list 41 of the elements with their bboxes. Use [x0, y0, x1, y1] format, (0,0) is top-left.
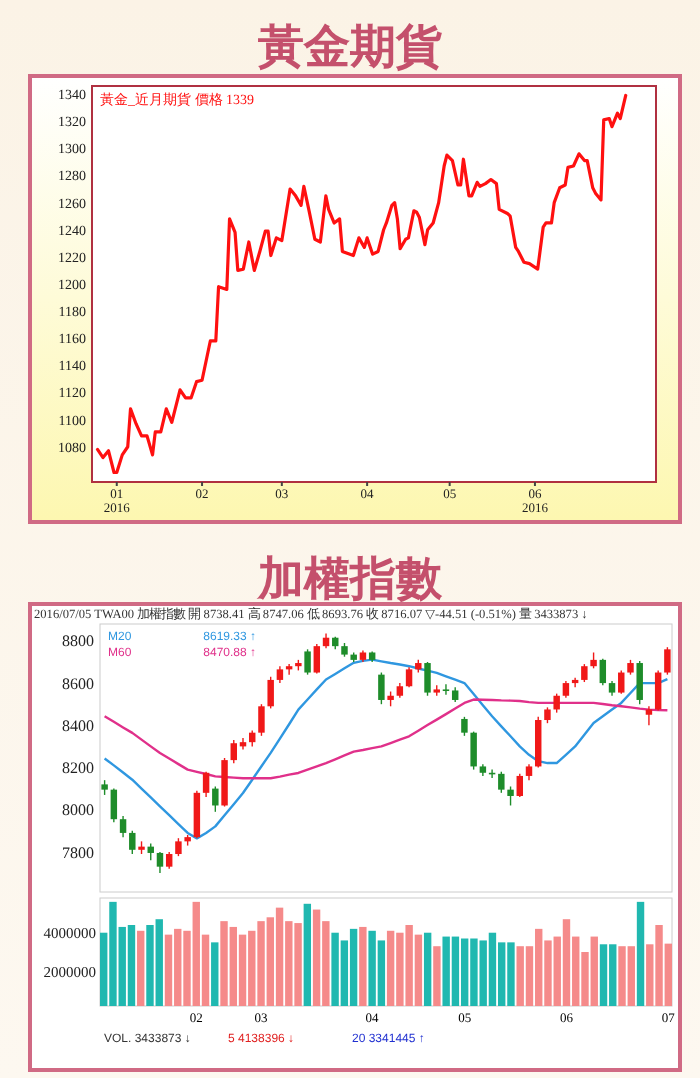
y-tick-label: 8400	[62, 716, 94, 735]
candlestick	[267, 676, 274, 710]
candlestick	[378, 671, 385, 705]
candlestick	[110, 787, 118, 824]
candlestick	[470, 730, 477, 771]
candlestick	[498, 771, 505, 794]
candlestick	[405, 666, 413, 689]
candlestick	[461, 716, 468, 737]
candlestick	[156, 851, 164, 874]
candlestick	[129, 830, 136, 855]
candlestick	[636, 660, 643, 705]
candlestick	[424, 661, 431, 697]
chart-title: 黃金期貨	[256, 22, 442, 72]
candlestick	[618, 669, 625, 695]
candlestick	[285, 663, 293, 676]
candlestick	[202, 771, 210, 798]
y-tick-label: 7800	[62, 843, 94, 862]
y-tick-label: 8200	[62, 759, 94, 778]
candlestick	[119, 815, 127, 838]
candlestick	[516, 773, 523, 798]
candlestick	[212, 785, 219, 813]
line-series	[95, 93, 628, 475]
candlestick	[258, 703, 265, 737]
candlestick	[645, 705, 653, 726]
candlestick	[553, 692, 560, 714]
candlestick	[535, 716, 542, 769]
candlestick	[599, 658, 607, 686]
candlestick	[654, 669, 662, 712]
y-tick-label: 8800	[62, 632, 94, 651]
candlestick	[571, 677, 579, 689]
candlestick	[221, 757, 228, 808]
y-tick-label: 8000	[62, 801, 94, 820]
candlestick	[664, 646, 671, 676]
line-series	[103, 658, 669, 840]
chart-title: 加權指數	[256, 554, 444, 604]
candlestick	[442, 683, 450, 696]
candlestick	[304, 648, 311, 676]
candlestick	[193, 790, 201, 839]
candlestick	[313, 643, 321, 675]
candlestick	[507, 785, 514, 807]
y-tick-label: 8600	[62, 674, 94, 693]
